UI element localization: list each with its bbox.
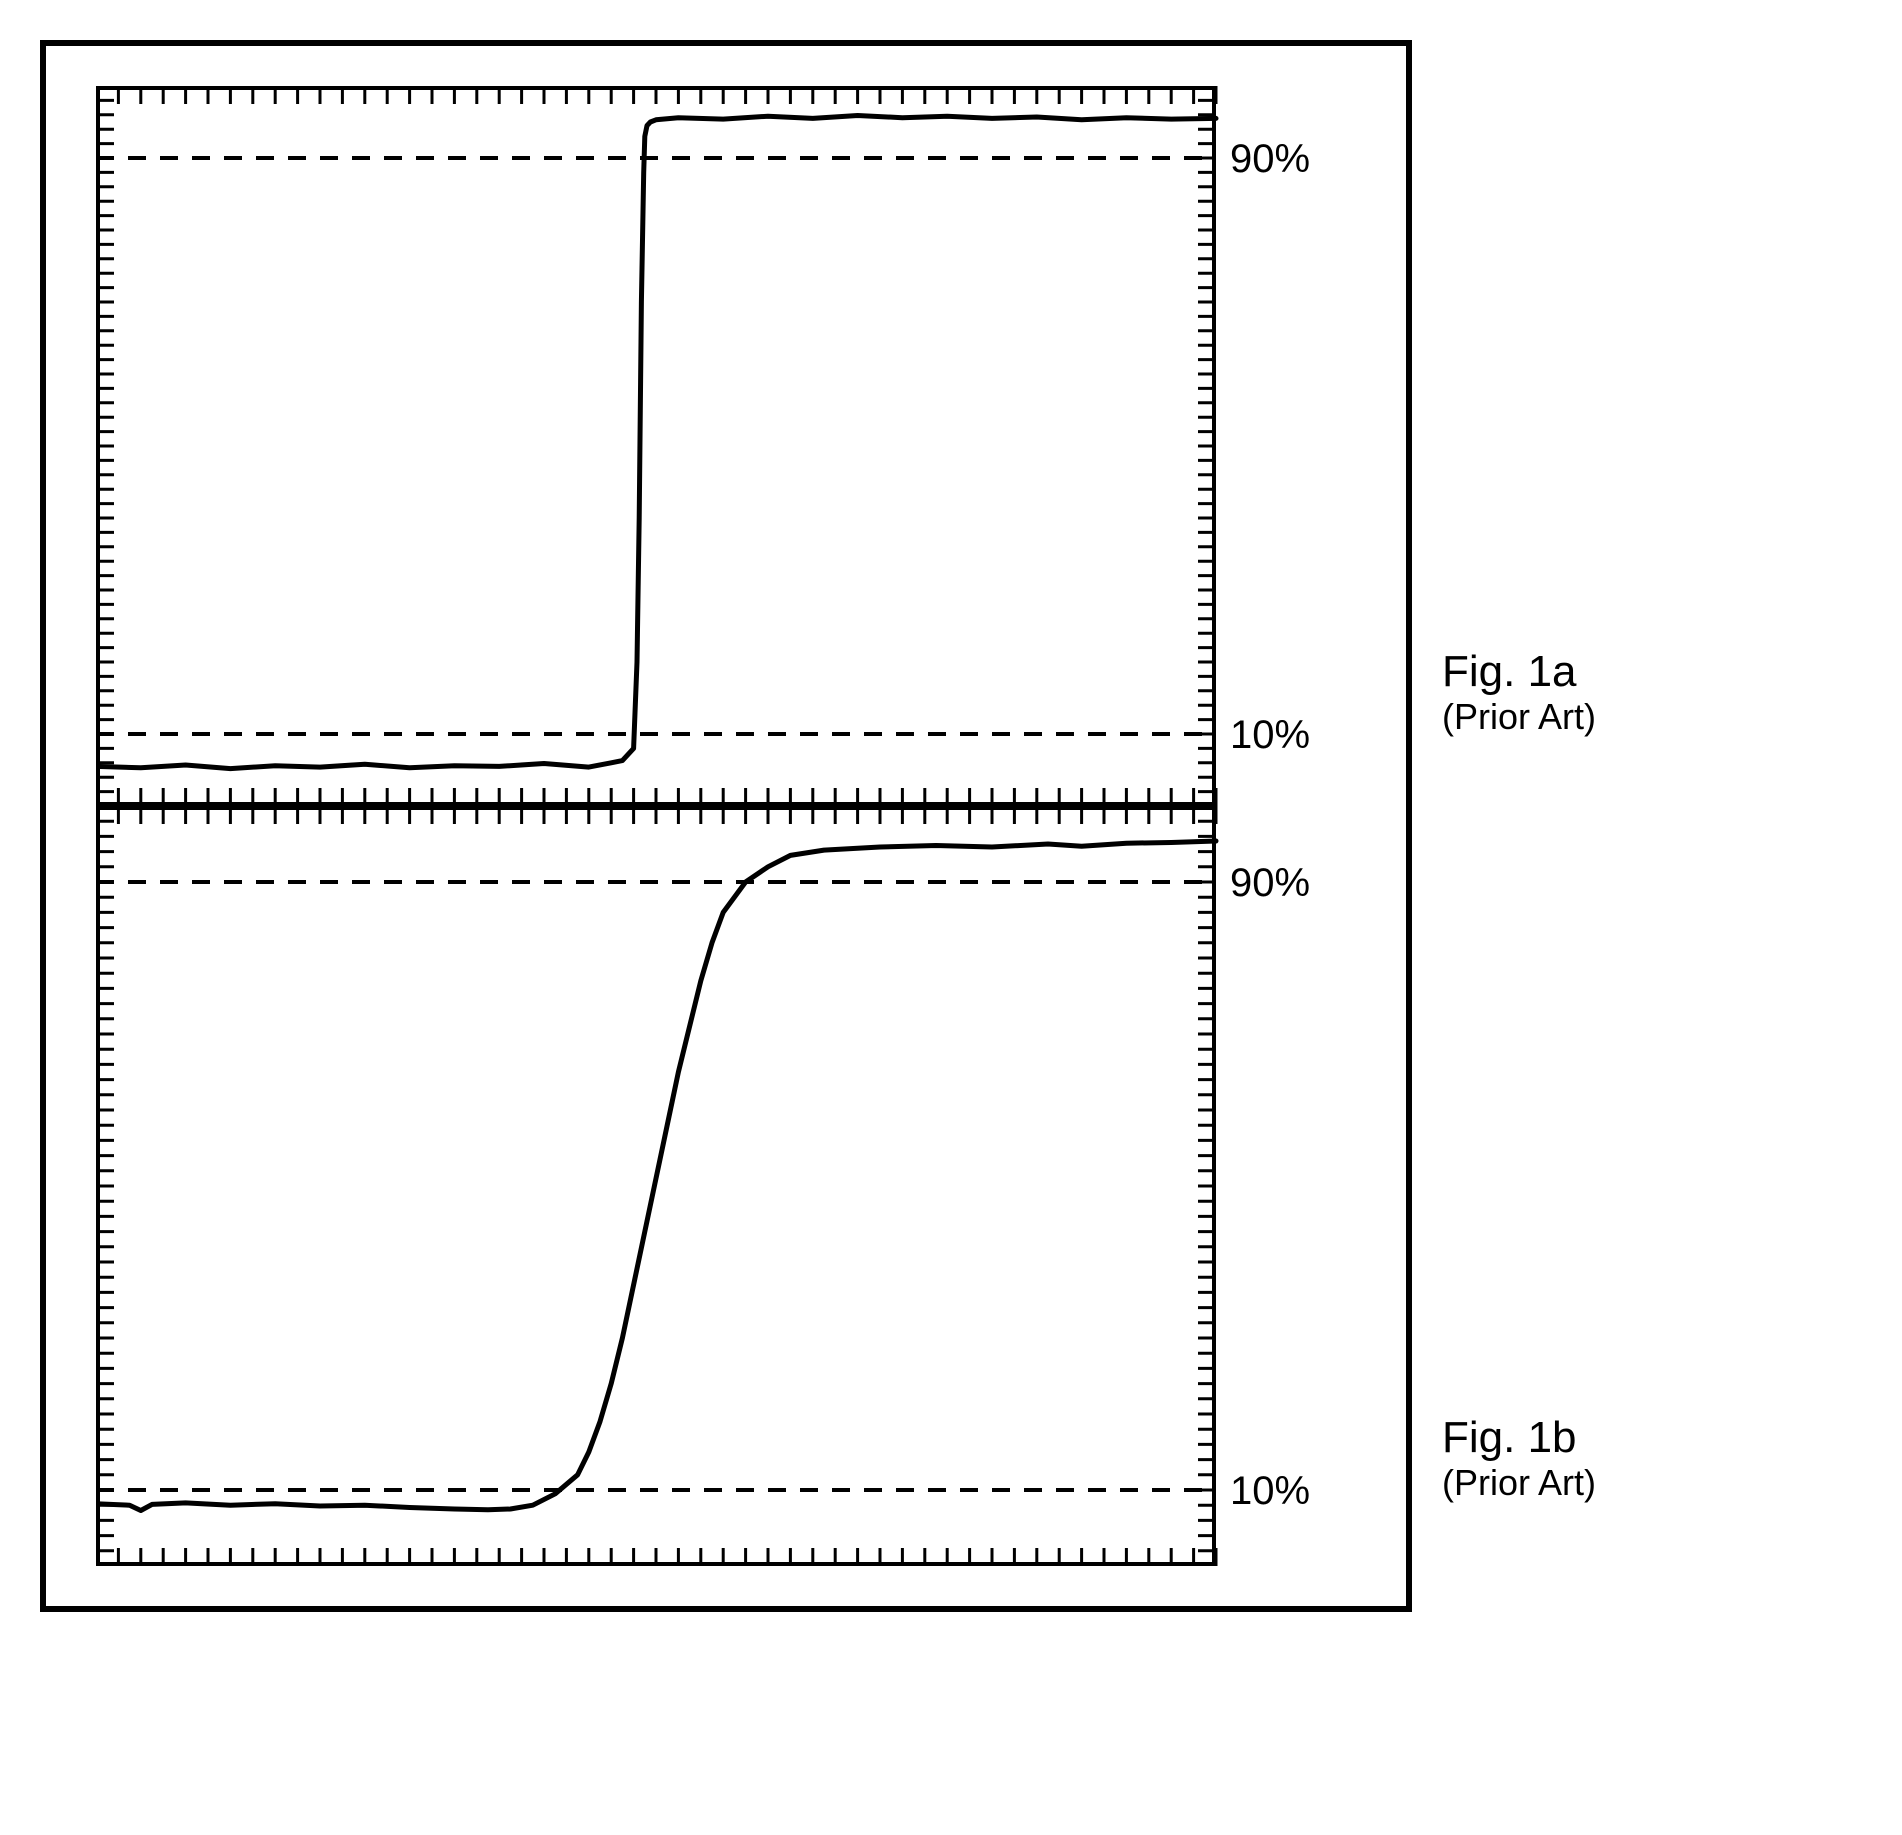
ref-line-label: 90% xyxy=(1230,861,1310,905)
figure-subtitle: (Prior Art) xyxy=(1442,1462,1596,1504)
figure-labels-column: Fig. 1a(Prior Art)Fig. 1b(Prior Art) xyxy=(1442,40,1702,1612)
chart-svg-fig1b: 90% 10% xyxy=(96,806,1356,1566)
figure-title: Fig. 1a xyxy=(1442,648,1596,696)
chart-panel-fig1a: 90% 10% xyxy=(96,86,1356,806)
ref-line-label: 90% xyxy=(1230,137,1310,181)
charts-stack: 90% 10% 90% 10% xyxy=(96,86,1356,1566)
outer-panel: 90% 10% 90% 10% xyxy=(40,40,1412,1612)
chart-panel-fig1b: 90% 10% xyxy=(96,806,1356,1566)
ref-line-label: 10% xyxy=(1230,713,1310,757)
figure-label-fig1b: Fig. 1b(Prior Art) xyxy=(1442,1414,1596,1504)
figure-label-fig1a: Fig. 1a(Prior Art) xyxy=(1442,648,1596,738)
figure-subtitle: (Prior Art) xyxy=(1442,696,1596,738)
chart-svg-fig1a: 90% 10% xyxy=(96,86,1356,806)
figure-title: Fig. 1b xyxy=(1442,1414,1596,1462)
ref-line-label: 10% xyxy=(1230,1469,1310,1513)
figure-container: 90%10%90%10% Fig. 1a(Prior Art)Fig. 1b(P… xyxy=(40,40,1862,1612)
